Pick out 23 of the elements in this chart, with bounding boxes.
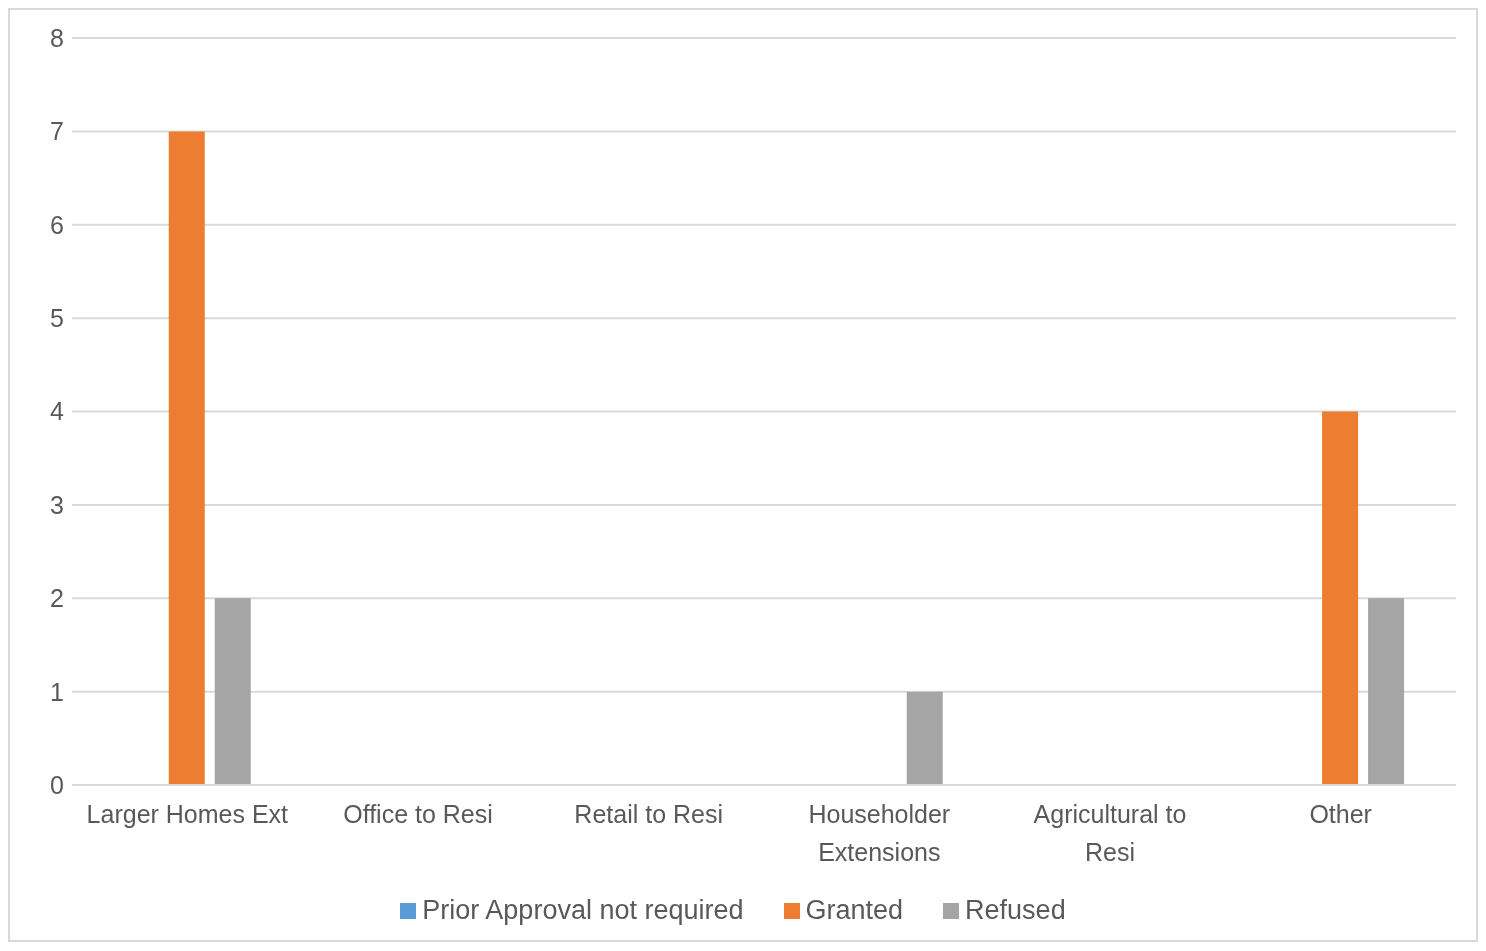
y-tick-label: 1 xyxy=(50,677,64,706)
bar xyxy=(906,691,943,785)
bar xyxy=(168,131,205,785)
y-tick-label: 2 xyxy=(50,584,64,613)
bar xyxy=(214,598,251,785)
x-tick-label: Retail to Resi xyxy=(574,800,723,828)
x-tick-label: Larger Homes Ext xyxy=(86,800,289,828)
y-tick-label: 0 xyxy=(50,770,64,799)
y-tick-label: 7 xyxy=(50,117,64,146)
y-tick-label: 8 xyxy=(50,23,64,52)
legend-label: Refused xyxy=(964,895,1066,926)
bar xyxy=(1368,598,1405,785)
legend-label: Prior Approval not required xyxy=(421,895,744,926)
bar xyxy=(1322,411,1359,785)
y-tick-label: 4 xyxy=(50,397,65,426)
y-tick-label: 3 xyxy=(50,490,64,519)
x-tick-label: Agricultural to Resi xyxy=(1033,800,1187,866)
x-tick-label: Other xyxy=(1309,800,1372,828)
x-tick-label: Office to Resi xyxy=(343,800,493,828)
x-tick-label: Householder Extensions xyxy=(808,800,951,866)
y-tick-label: 5 xyxy=(50,304,64,332)
legend-label: Granted xyxy=(804,895,904,926)
y-tick-label: 6 xyxy=(50,210,64,239)
